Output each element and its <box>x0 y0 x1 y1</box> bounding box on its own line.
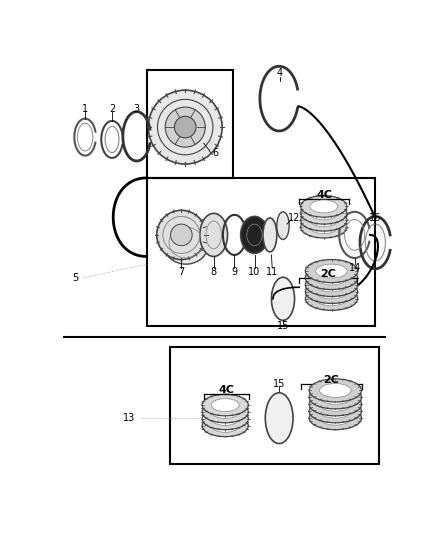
Ellipse shape <box>212 399 239 411</box>
Text: 8: 8 <box>211 267 217 277</box>
Bar <box>147 178 375 326</box>
Text: 13: 13 <box>123 413 135 423</box>
Ellipse shape <box>316 264 347 278</box>
Text: 16: 16 <box>369 213 381 223</box>
Text: 4C: 4C <box>219 385 235 394</box>
Bar <box>147 70 233 178</box>
Text: 6: 6 <box>212 148 218 158</box>
Ellipse shape <box>320 391 351 405</box>
Ellipse shape <box>309 379 361 402</box>
Text: 9: 9 <box>231 267 237 277</box>
Ellipse shape <box>148 90 222 164</box>
Text: 5: 5 <box>72 273 78 283</box>
Ellipse shape <box>310 221 338 233</box>
Ellipse shape <box>320 384 351 398</box>
Ellipse shape <box>320 398 351 411</box>
Ellipse shape <box>316 271 347 285</box>
Ellipse shape <box>309 400 361 423</box>
Text: 4C: 4C <box>316 190 332 200</box>
Ellipse shape <box>316 285 347 299</box>
Ellipse shape <box>305 273 358 296</box>
Text: 2C: 2C <box>324 375 339 385</box>
Ellipse shape <box>301 203 347 224</box>
Ellipse shape <box>320 405 351 418</box>
Ellipse shape <box>316 278 347 292</box>
Text: 7: 7 <box>178 267 184 277</box>
Text: 1: 1 <box>82 103 88 114</box>
Ellipse shape <box>310 207 338 220</box>
Ellipse shape <box>309 386 361 409</box>
Ellipse shape <box>212 406 239 418</box>
Ellipse shape <box>212 419 239 432</box>
Text: 15: 15 <box>273 378 285 389</box>
Text: 11: 11 <box>266 267 278 277</box>
Ellipse shape <box>163 221 209 264</box>
Ellipse shape <box>202 408 248 430</box>
Text: 2: 2 <box>109 103 115 114</box>
Text: 15: 15 <box>277 321 289 331</box>
Ellipse shape <box>309 407 361 430</box>
Ellipse shape <box>301 209 347 231</box>
Ellipse shape <box>272 277 294 320</box>
Ellipse shape <box>263 218 277 252</box>
Ellipse shape <box>174 116 196 138</box>
Ellipse shape <box>170 224 192 246</box>
Ellipse shape <box>301 216 347 238</box>
Text: 4: 4 <box>277 68 283 78</box>
Ellipse shape <box>240 216 268 253</box>
Ellipse shape <box>310 200 338 213</box>
Text: 2C: 2C <box>320 269 336 279</box>
Ellipse shape <box>202 415 248 437</box>
Ellipse shape <box>305 280 358 303</box>
Ellipse shape <box>309 393 361 416</box>
Ellipse shape <box>200 213 228 256</box>
Ellipse shape <box>212 413 239 425</box>
Text: 3: 3 <box>134 103 140 114</box>
Ellipse shape <box>305 287 358 310</box>
Ellipse shape <box>301 196 347 217</box>
Ellipse shape <box>305 266 358 289</box>
Ellipse shape <box>316 292 347 306</box>
Ellipse shape <box>165 107 205 147</box>
Ellipse shape <box>157 210 206 260</box>
Ellipse shape <box>202 394 248 416</box>
Ellipse shape <box>320 411 351 425</box>
Text: 10: 10 <box>248 267 261 277</box>
Ellipse shape <box>305 260 358 282</box>
Ellipse shape <box>265 393 293 443</box>
Bar <box>170 348 379 464</box>
Ellipse shape <box>277 212 289 239</box>
Ellipse shape <box>310 214 338 227</box>
Text: 12: 12 <box>288 213 301 223</box>
Text: 14: 14 <box>349 263 361 273</box>
Ellipse shape <box>202 401 248 423</box>
